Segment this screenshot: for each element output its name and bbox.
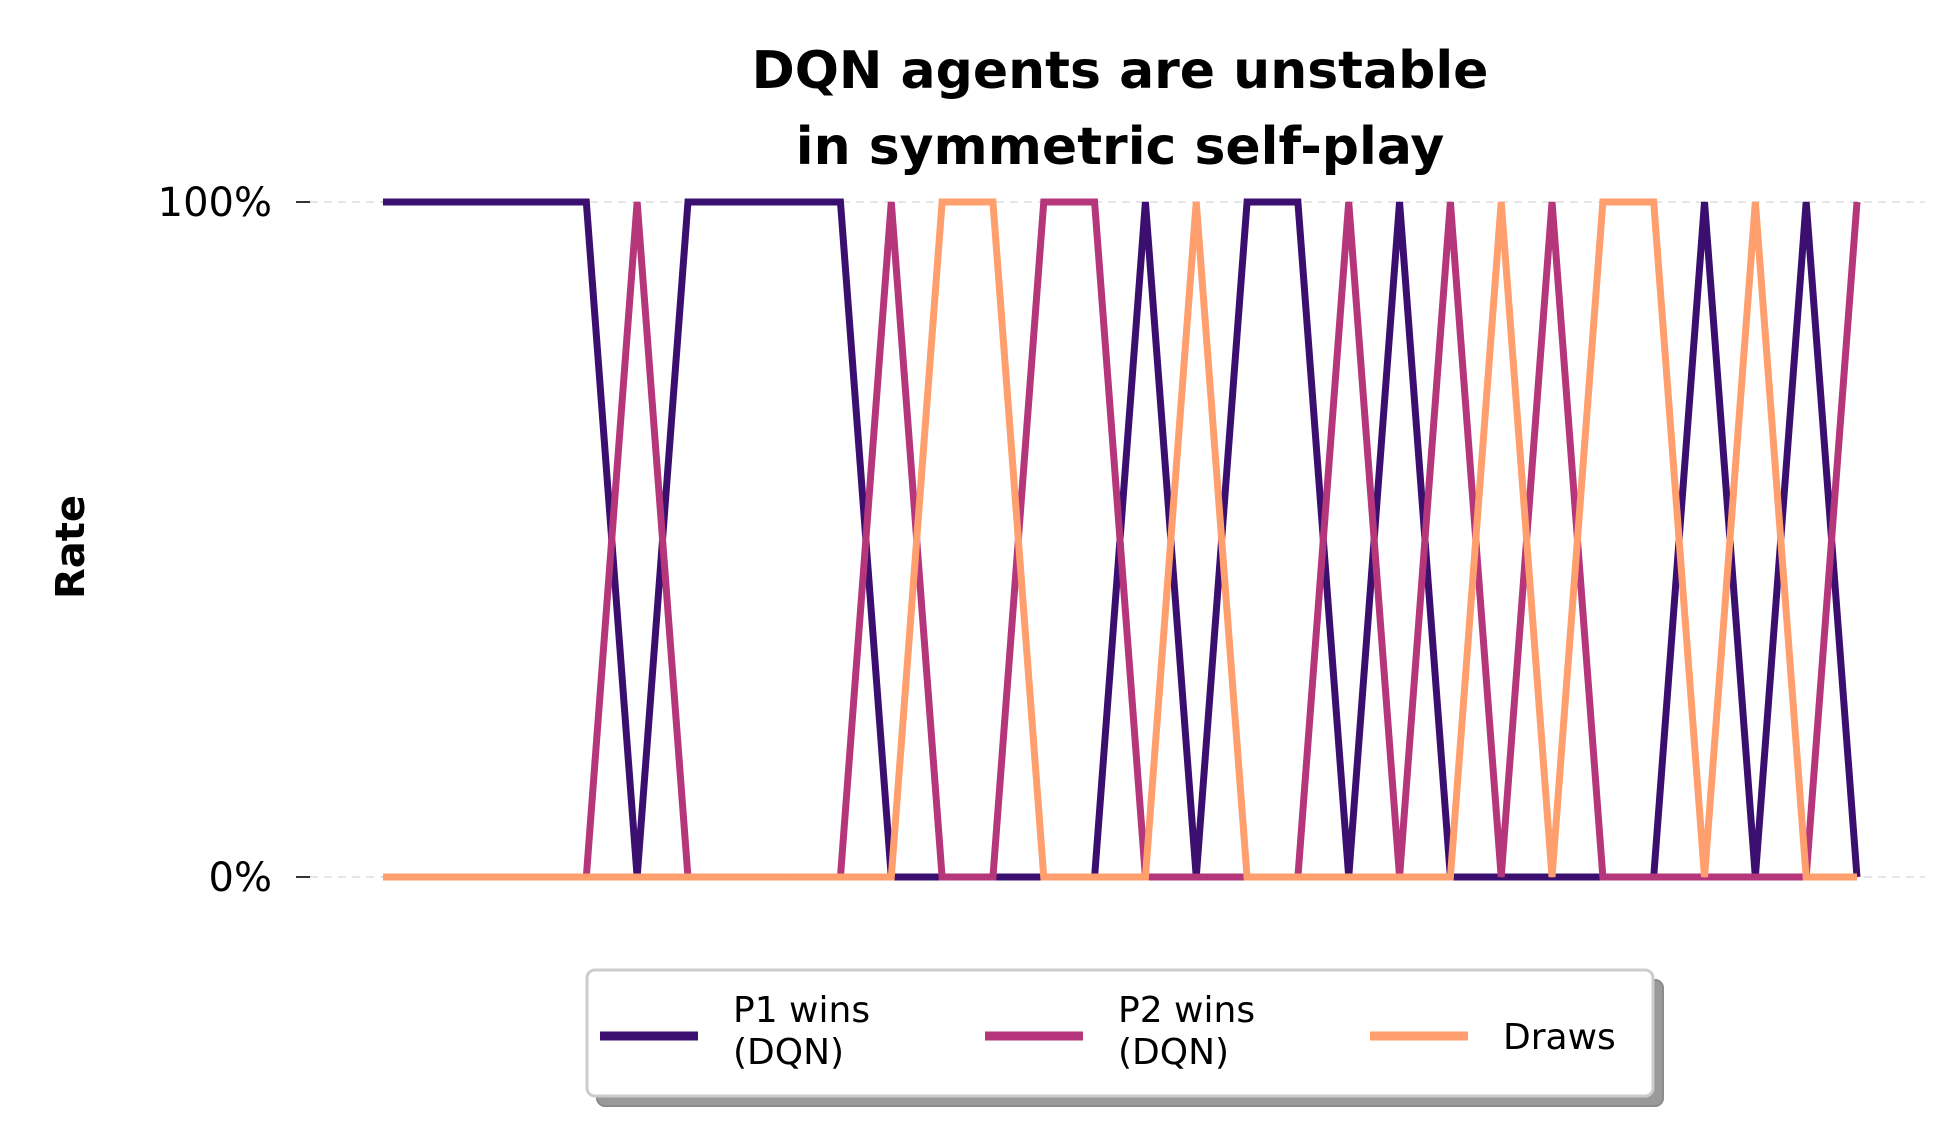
data-point-s2-28 [1805, 876, 1807, 878]
data-point-s2-10 [890, 876, 892, 878]
y-axis-label: Rate [48, 495, 94, 599]
data-point-s0-3 [534, 201, 536, 203]
data-point-s2-18 [1297, 876, 1299, 878]
data-point-s0-26 [1704, 201, 1706, 203]
data-point-s0-9 [839, 201, 841, 203]
data-point-s1-16 [1195, 876, 1197, 878]
data-point-s1-22 [1500, 876, 1502, 878]
legend-box [585, 968, 1655, 1098]
y-ticks: 0% 100% [158, 180, 310, 901]
data-point-s2-26 [1704, 876, 1706, 878]
series-line-1 [383, 198, 1861, 881]
series-layer [382, 198, 1861, 881]
data-point-s1-23 [1551, 201, 1553, 203]
data-point-s0-1 [433, 201, 435, 203]
data-point-s1-25 [1653, 876, 1655, 878]
chart-title-line-2: in symmetric self-play [796, 117, 1444, 177]
data-point-s2-29 [1856, 876, 1858, 878]
data-point-s2-6 [687, 876, 689, 878]
data-point-s2-13 [1043, 876, 1045, 878]
data-point-s2-14 [1094, 876, 1096, 878]
data-point-s2-19 [1348, 876, 1350, 878]
data-point-s2-11 [941, 201, 943, 203]
data-point-s2-17 [1246, 876, 1248, 878]
data-point-s1-21 [1449, 201, 1451, 203]
data-point-s2-8 [789, 876, 791, 878]
data-point-s2-9 [839, 876, 841, 878]
data-point-s0-6 [687, 201, 689, 203]
series-group-1 [382, 198, 1861, 881]
data-point-s1-14 [1094, 201, 1096, 203]
data-point-s0-0 [382, 201, 384, 203]
series-line-2 [383, 198, 1857, 881]
legend-item-0: P1 wins(DQN) [600, 990, 870, 1073]
data-point-s2-5 [636, 876, 638, 878]
data-point-s2-23 [1551, 876, 1553, 878]
data-point-s2-25 [1653, 201, 1655, 203]
data-point-s2-24 [1602, 201, 1604, 203]
data-point-s2-0 [382, 876, 384, 878]
data-point-s1-13 [1043, 201, 1045, 203]
legend-item-1: P2 wins(DQN) [985, 990, 1255, 1073]
data-point-s1-19 [1348, 201, 1350, 203]
y-tick-label-0: 0% [209, 855, 272, 901]
data-point-s1-10 [890, 201, 892, 203]
data-point-s0-20 [1399, 201, 1401, 203]
data-point-s0-4 [585, 201, 587, 203]
data-point-s1-11 [941, 876, 943, 878]
legend-label-1-1: (DQN) [1118, 1032, 1229, 1073]
data-point-s2-27 [1754, 201, 1756, 203]
data-point-s2-1 [433, 876, 435, 878]
y-tick-label-1: 100% [158, 180, 272, 226]
data-point-s2-15 [1144, 876, 1146, 878]
legend: P1 wins(DQN)P2 wins(DQN) Draws [585, 968, 1664, 1107]
data-point-s0-2 [484, 201, 486, 203]
data-point-s0-28 [1805, 201, 1807, 203]
data-point-s1-29 [1856, 201, 1858, 203]
data-point-s0-15 [1144, 201, 1146, 203]
legend-items: P1 wins(DQN)P2 wins(DQN) Draws [600, 990, 1616, 1073]
data-point-s2-4 [585, 876, 587, 878]
data-point-s2-22 [1500, 201, 1502, 203]
data-point-s2-12 [992, 201, 994, 203]
data-point-s1-12 [992, 876, 994, 878]
data-point-s0-8 [789, 201, 791, 203]
data-point-s2-3 [534, 876, 536, 878]
series-group-2 [382, 198, 1858, 881]
data-point-s2-2 [484, 876, 486, 878]
chart-title-line-1: DQN agents are unstable [752, 41, 1489, 101]
data-point-s0-17 [1246, 201, 1248, 203]
data-point-s2-20 [1399, 876, 1401, 878]
legend-label-2-0: Draws [1503, 1017, 1616, 1058]
data-point-s2-16 [1195, 201, 1197, 203]
legend-label-0-1: (DQN) [733, 1032, 844, 1073]
data-point-s2-21 [1449, 876, 1451, 878]
data-point-s0-18 [1297, 201, 1299, 203]
legend-label-0-0: P1 wins [733, 990, 870, 1031]
legend-label-1-0: P2 wins [1118, 990, 1255, 1031]
data-point-s0-7 [738, 201, 740, 203]
data-point-s1-24 [1602, 876, 1604, 878]
data-point-s1-5 [636, 201, 638, 203]
legend-item-2: Draws [1370, 1017, 1616, 1058]
data-point-s2-7 [738, 876, 740, 878]
data-point-s1-27 [1754, 876, 1756, 878]
